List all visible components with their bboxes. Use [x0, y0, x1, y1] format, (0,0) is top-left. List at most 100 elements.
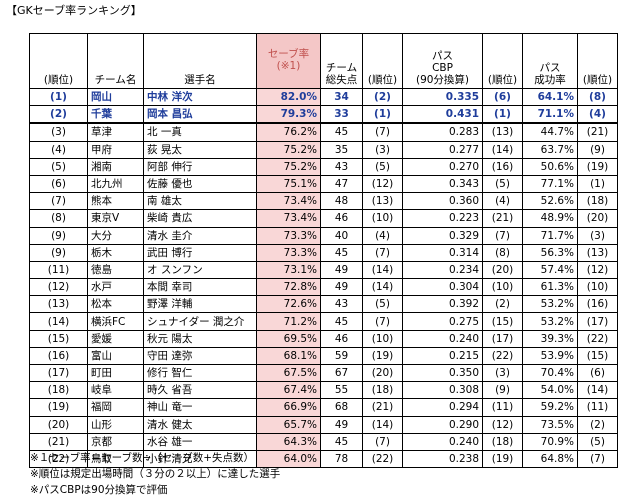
- header-conceded-line1: チーム: [325, 62, 358, 74]
- table-row: (17) 町田 修行 智仁 67.5% 67 (20) 0.350 (3) 70.4% (6): [29, 363, 618, 383]
- row-team: 山形: [87, 415, 144, 434]
- row-rank-pass-rate: (19): [577, 157, 618, 176]
- row-rank: (9): [29, 243, 88, 262]
- row-team: 京都: [87, 432, 144, 451]
- row-team: 徳島: [87, 260, 144, 280]
- row-rank: (15): [29, 329, 88, 348]
- footnote-2: ※順位は規定出場時間（３分の２以上）に達した選手: [30, 468, 281, 480]
- row-pass-cbp: 0.343: [402, 174, 483, 194]
- table-row: (19) 福岡 神山 竜一 66.9% 68 (21) 0.294 (11) 59.2% (11): [29, 398, 618, 417]
- row-player: 神山 竜一: [143, 398, 257, 417]
- row-rank-cbp: (10): [482, 278, 523, 297]
- table-row: (13) 松本 野澤 洋輔 72.6% 43 (5) 0.392 (2) 53.2% (16): [29, 295, 618, 314]
- row-pass-rate: 71.1%: [522, 105, 578, 125]
- row-pass-rate: 53.2%: [522, 295, 578, 314]
- row-player: 秋元 陽太: [143, 329, 257, 348]
- row-pass-cbp: 0.283: [402, 122, 483, 142]
- row-player: 柴崎 貴広: [143, 209, 257, 228]
- row-rank-conceded: (5): [362, 157, 403, 176]
- row-save-rate: 79.3%: [256, 105, 321, 125]
- row-save-rate: 75.1%: [256, 174, 321, 194]
- row-save-rate: 64.0%: [256, 449, 321, 469]
- row-team: 千葉: [87, 105, 144, 125]
- row-rank-conceded: (7): [362, 432, 403, 451]
- row-pass-rate: 54.0%: [522, 381, 578, 400]
- header-rank-cbp: (順位): [482, 33, 523, 89]
- row-player: 岡本 昌弘: [143, 105, 257, 125]
- header-pass-cbp-line3: (90分換算): [415, 74, 470, 86]
- row-rank-pass-rate: (2): [577, 415, 618, 434]
- row-player: 水谷 雄一: [143, 432, 257, 451]
- row-save-rate: 67.4%: [256, 381, 321, 400]
- row-team: 草津: [87, 122, 144, 142]
- row-save-rate: 73.4%: [256, 209, 321, 228]
- table-row: (22) 鳥取 小針 清允 64.0% 78 (22) 0.238 (19) 64.8% (7): [29, 449, 618, 469]
- row-player: 荻 晃太: [143, 140, 257, 159]
- row-rank: (7): [29, 192, 88, 211]
- row-pass-cbp: 0.392: [402, 295, 483, 314]
- row-save-rate: 65.7%: [256, 415, 321, 434]
- row-pass-rate: 57.4%: [522, 260, 578, 280]
- row-save-rate: 76.2%: [256, 122, 321, 142]
- page-title: 【GKセーブ率ランキング】: [6, 4, 142, 17]
- row-save-rate: 66.9%: [256, 398, 321, 417]
- row-rank-cbp: (21): [482, 209, 523, 228]
- row-player: 時久 省吾: [143, 381, 257, 400]
- row-team: 東京V: [87, 209, 144, 228]
- row-rank-pass-rate: (15): [577, 346, 618, 366]
- header-pass-cbp-line2: CBP: [432, 62, 453, 74]
- row-rank-conceded: (10): [362, 329, 403, 348]
- row-player: 佐藤 優也: [143, 174, 257, 194]
- table-row: (9) 栃木 武田 博行 73.3% 45 (7) 0.314 (8) 56.3% (13): [29, 243, 618, 262]
- header-conceded-line2: 総失点: [325, 74, 358, 86]
- header-pass-cbp-line1: パス: [432, 50, 453, 62]
- row-pass-cbp: 0.238: [402, 449, 483, 469]
- row-rank-cbp: (1): [482, 105, 523, 125]
- row-rank: (9): [29, 226, 88, 245]
- row-team: 町田: [87, 363, 144, 383]
- row-pass-cbp: 0.314: [402, 243, 483, 262]
- table-row: (16) 富山 守田 達弥 68.1% 59 (19) 0.215 (22) 53.9% (15): [29, 346, 618, 366]
- row-conceded: 55: [320, 381, 363, 400]
- row-rank: (14): [29, 312, 88, 331]
- row-conceded: 59: [320, 346, 363, 366]
- row-pass-rate: 64.1%: [522, 87, 578, 107]
- row-conceded: 49: [320, 415, 363, 434]
- row-pass-rate: 63.7%: [522, 140, 578, 159]
- row-team: 横浜FC: [87, 312, 144, 331]
- row-rank-conceded: (4): [362, 226, 403, 245]
- footnote-1: ※１セーブ率＝セーブ数÷（セーブ数+失点数）: [30, 452, 255, 464]
- row-rank-cbp: (17): [482, 329, 523, 348]
- row-rank-pass-rate: (5): [577, 432, 618, 451]
- row-rank-cbp: (20): [482, 260, 523, 280]
- row-conceded: 67: [320, 363, 363, 383]
- row-rank-conceded: (10): [362, 209, 403, 228]
- table-row: (4) 甲府荻 晃太 75.2% 35 (3) 0.277 (14) 63.7% (9): [29, 140, 618, 159]
- row-rank-pass-rate: (3): [577, 226, 618, 245]
- row-pass-rate: 71.7%: [522, 226, 578, 245]
- row-rank-pass-rate: (11): [577, 398, 618, 417]
- row-rank-cbp: (5): [482, 174, 523, 194]
- header-pass-rate: パス 成功率: [522, 33, 578, 89]
- row-rank-cbp: (12): [482, 415, 523, 434]
- row-pass-rate: 77.1%: [522, 174, 578, 194]
- row-rank-cbp: (19): [482, 449, 523, 469]
- row-rank: (5): [29, 157, 88, 176]
- row-player: 野澤 洋輔: [143, 295, 257, 314]
- row-pass-rate: 44.7%: [522, 122, 578, 142]
- row-pass-rate: 39.3%: [522, 329, 578, 348]
- table-row: (1) 岡山 中林 洋次 82.0% 34 (2) 0.335 (6) 64.1% (8): [29, 87, 618, 107]
- row-rank-cbp: (15): [482, 312, 523, 331]
- row-rank-pass-rate: (6): [577, 363, 618, 383]
- row-rank-cbp: (18): [482, 432, 523, 451]
- table-row: (8) 東京V 柴崎 貴広 73.4% 46 (10) 0.223 (21) 48.9% (20): [29, 209, 618, 228]
- table-row: (12) 水戸 本間 幸司 72.8% 49 (14) 0.304 (10) 61.3% (10): [29, 278, 618, 297]
- row-save-rate: 82.0%: [256, 87, 321, 107]
- header-pass-rate-line1: パス: [539, 62, 561, 74]
- row-rank-pass-rate: (9): [577, 140, 618, 159]
- row-pass-rate: 70.9%: [522, 432, 578, 451]
- table-row: (14) 横浜FC シュナイダー 潤之介 71.2% 45 (7) 0.275 (15) 53.…: [29, 312, 618, 331]
- row-player: 守田 達弥: [143, 346, 257, 366]
- row-rank: (19): [29, 398, 88, 417]
- row-rank: (8): [29, 209, 88, 228]
